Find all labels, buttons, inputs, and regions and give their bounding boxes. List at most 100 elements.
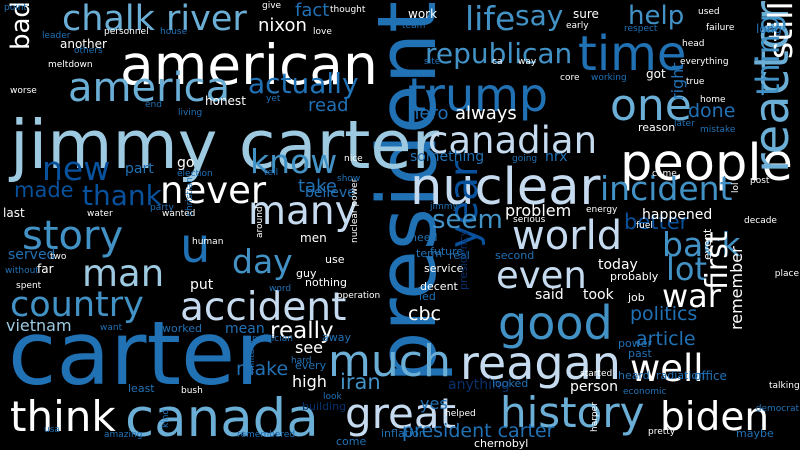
- word-nuclear: nuclear: [410, 158, 601, 217]
- word-want: want: [100, 323, 123, 333]
- word-core: core: [560, 73, 580, 83]
- word-republican: republican: [425, 37, 573, 70]
- word-helped: helped: [445, 409, 476, 419]
- word-better: better: [624, 210, 689, 234]
- word-story: story: [22, 213, 124, 259]
- word-second: second: [495, 249, 535, 262]
- word-much: much: [328, 336, 451, 387]
- word-war: war: [662, 277, 721, 315]
- word-one: one: [610, 80, 692, 131]
- word-mistake: mistake: [700, 125, 736, 135]
- word-chalk-river: chalk river: [62, 0, 247, 39]
- word-world: world: [512, 213, 623, 259]
- word-team: team: [402, 21, 426, 31]
- word-bush: bush: [181, 386, 203, 396]
- word-honest: honest: [205, 94, 246, 108]
- word-took: took: [583, 287, 614, 303]
- word-anything: anything: [448, 377, 510, 393]
- word-use: use: [325, 253, 345, 266]
- word-tell: tell: [264, 168, 279, 178]
- word-every: every: [295, 359, 327, 372]
- word-place: place: [774, 269, 799, 279]
- word-great: great: [345, 389, 457, 438]
- word-party: party: [150, 203, 174, 213]
- word-serious: serious: [513, 215, 546, 225]
- word-wanted: wanted: [162, 209, 196, 219]
- word-think: think: [10, 392, 116, 441]
- word-future: future: [430, 245, 464, 258]
- word-others: others: [74, 46, 103, 56]
- word-radiation: radiation: [656, 369, 706, 382]
- word-sure: sure: [573, 7, 599, 21]
- word-least: least: [128, 382, 155, 395]
- word-need: need: [410, 231, 438, 244]
- word-remember: remember: [727, 246, 746, 330]
- word-past: past: [628, 347, 652, 360]
- word-trump: trump: [408, 68, 549, 122]
- word-without: without: [5, 266, 39, 276]
- word-operation: operation: [337, 291, 381, 301]
- word-back: back: [662, 225, 741, 264]
- word-inflation: inflation: [381, 427, 426, 440]
- word-probably: probably: [610, 270, 659, 283]
- word-decade: decade: [744, 216, 777, 226]
- word-really: really: [270, 318, 334, 344]
- word-give: give: [262, 1, 282, 11]
- word-canadian: canadian: [428, 119, 598, 162]
- word-around: around: [255, 206, 265, 238]
- word-true: true: [686, 77, 705, 87]
- word-history: history: [500, 388, 645, 437]
- word-real: real: [449, 249, 470, 262]
- word-yet: yet: [266, 94, 281, 104]
- word-event: event: [701, 228, 714, 260]
- word-country: country: [10, 285, 144, 325]
- word-happened: happened: [642, 207, 713, 223]
- word-vietnam: vietnam: [6, 316, 72, 335]
- word-thought: thought: [330, 5, 366, 15]
- word-nuclear-power: nuclear power: [350, 178, 360, 243]
- word-usa: usa: [44, 425, 60, 435]
- word-politician: politician: [252, 334, 293, 344]
- word-jimmy: jimmy: [430, 202, 458, 212]
- word-used: used: [698, 7, 720, 17]
- word-new: new: [42, 149, 111, 188]
- word-started: started: [580, 369, 613, 379]
- word-pretty: pretty: [648, 427, 676, 437]
- word-came: came: [652, 169, 677, 179]
- word-good: good: [498, 296, 613, 350]
- word-away: away: [322, 331, 351, 344]
- word-decent: decent: [420, 280, 458, 293]
- word-actually: actually: [248, 67, 359, 100]
- word-people: people: [620, 134, 793, 193]
- word-high: high: [292, 372, 327, 391]
- word-time: time: [578, 26, 687, 82]
- word-personnel: personnel: [104, 27, 149, 37]
- word-see: see: [295, 338, 324, 357]
- word-kind: kind: [161, 408, 171, 428]
- word-fact: fact: [295, 0, 330, 21]
- word-living: living: [178, 108, 203, 118]
- word-post: post: [750, 176, 770, 186]
- word-put: put: [190, 277, 214, 293]
- word-make: make: [236, 358, 289, 380]
- word-say: say: [515, 0, 564, 32]
- word-point: point: [4, 3, 27, 13]
- word-far: far: [37, 262, 54, 276]
- word-meltdown: meltdown: [48, 60, 93, 70]
- word-take: take: [298, 176, 337, 197]
- word-read: read: [308, 95, 349, 116]
- word-chernobyl: chernobyl: [474, 437, 529, 450]
- word-look: look: [323, 392, 342, 402]
- word-another: another: [60, 37, 107, 51]
- word-way: way: [518, 57, 537, 67]
- word-article: article: [636, 328, 696, 350]
- word-lot: lot: [666, 250, 708, 288]
- word-canada: canada: [125, 388, 319, 449]
- word-person: person: [570, 379, 618, 395]
- word-hero: hero: [408, 103, 449, 124]
- word-last: last: [3, 206, 25, 220]
- word-incident: incident: [600, 169, 733, 208]
- word-house: house: [160, 27, 188, 37]
- word-america: america: [68, 65, 231, 111]
